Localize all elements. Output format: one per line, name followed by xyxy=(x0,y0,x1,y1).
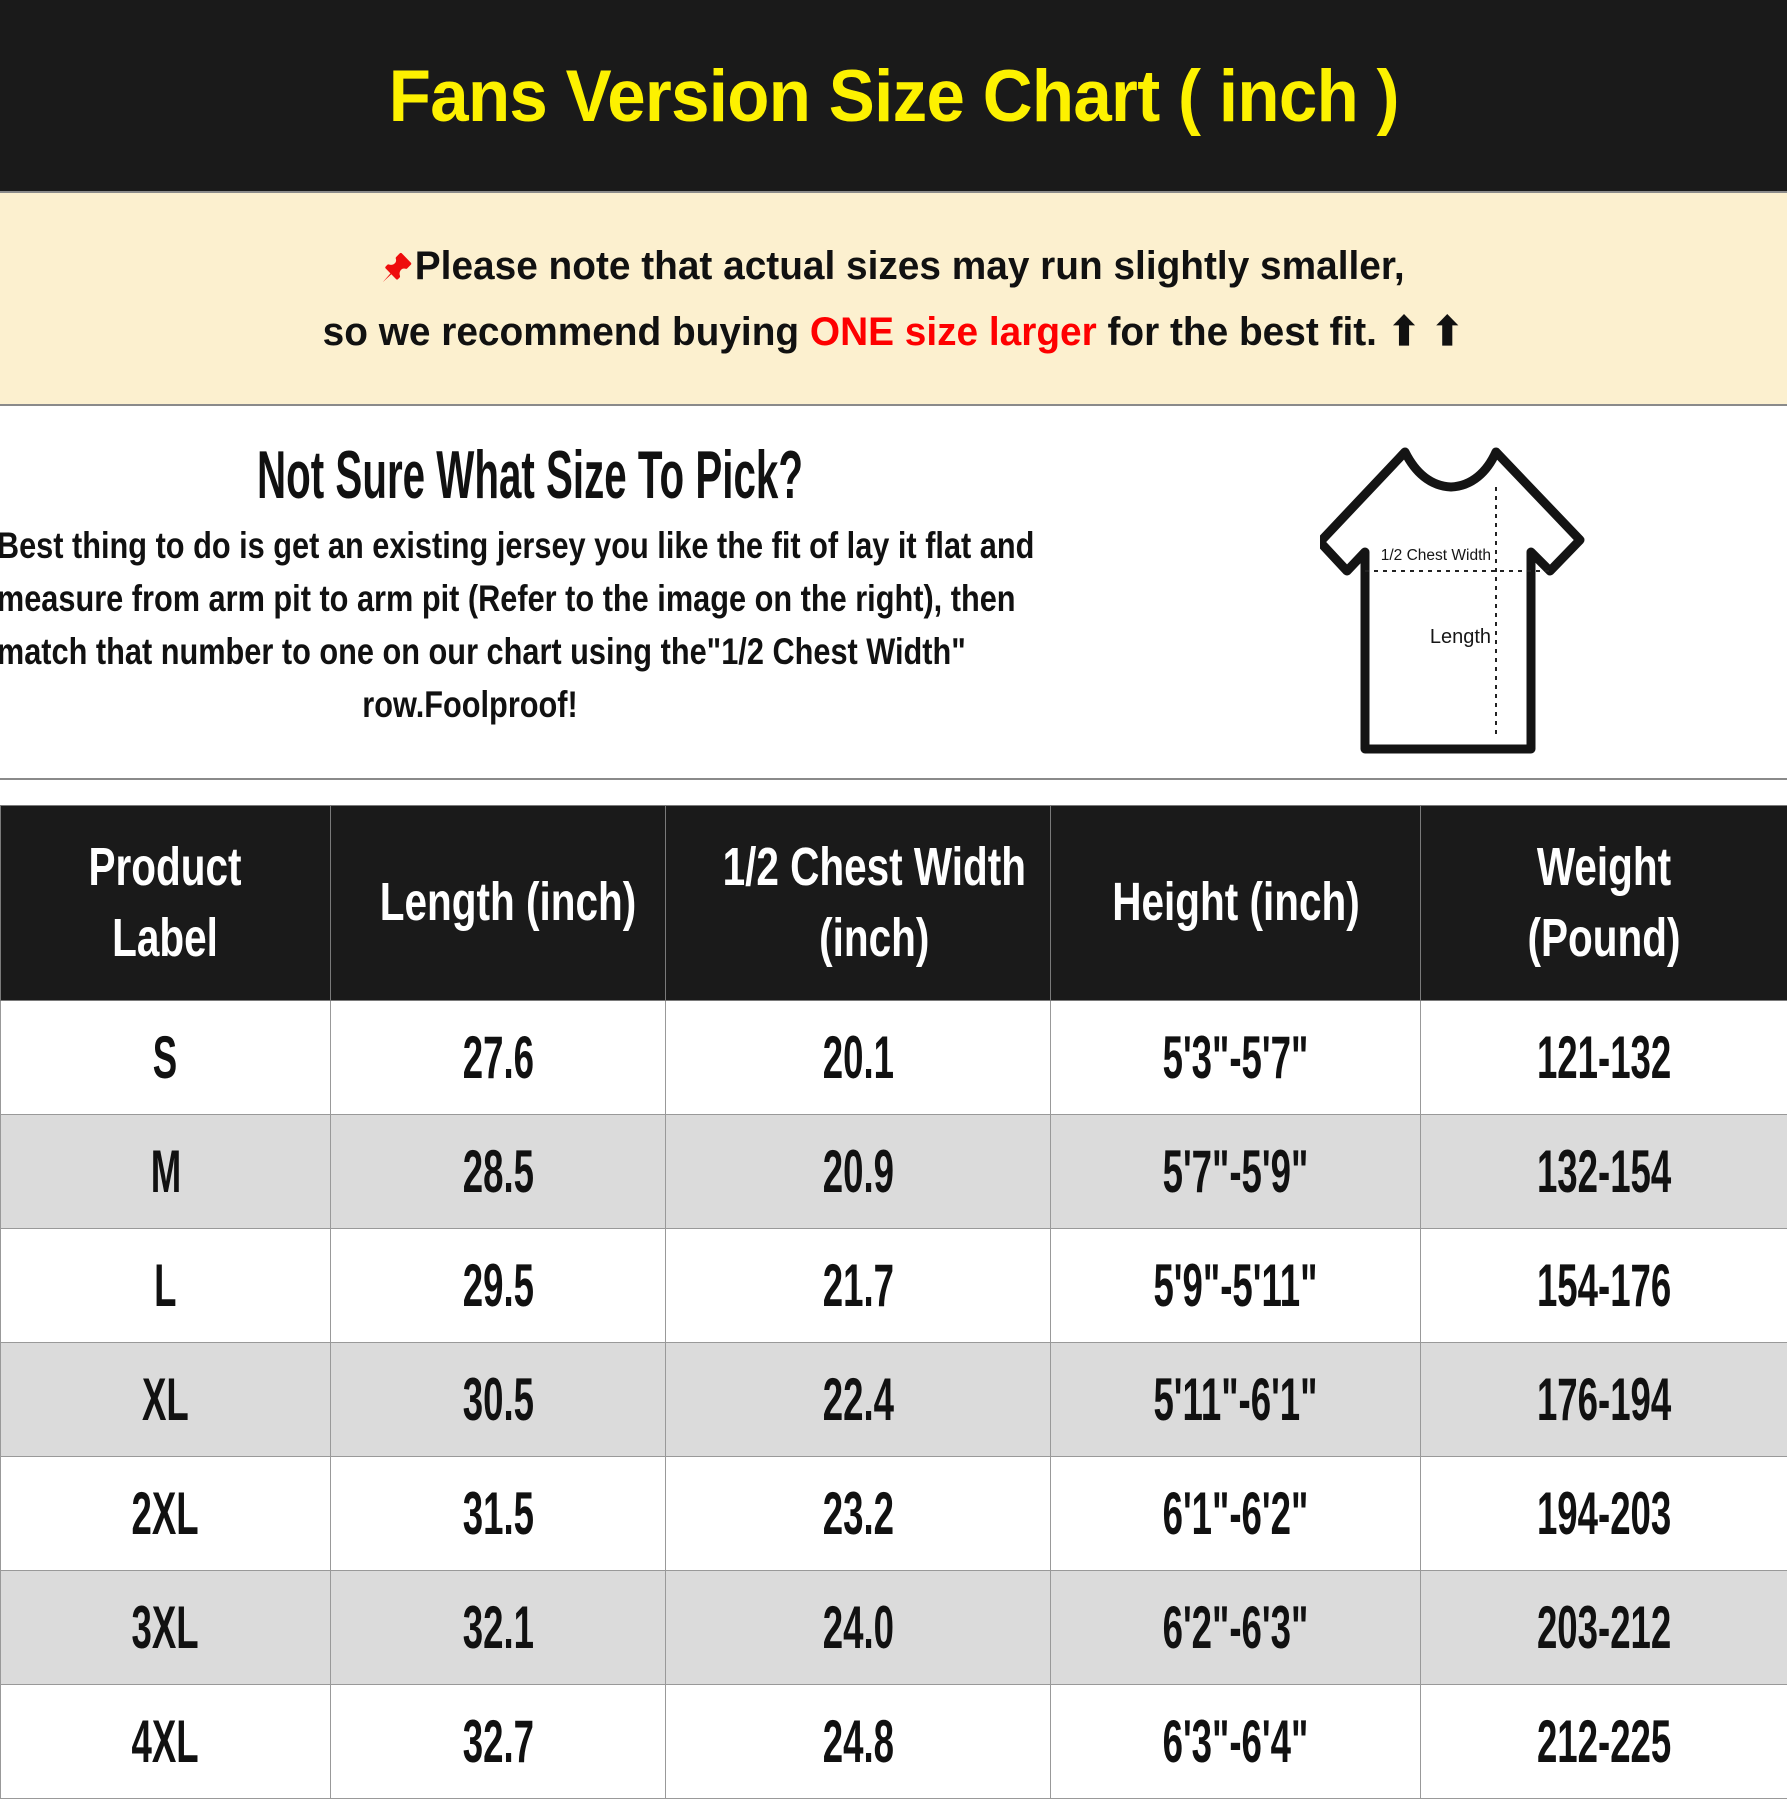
svg-text:1/2 Chest Width: 1/2 Chest Width xyxy=(1381,547,1491,564)
svg-text:Length: Length xyxy=(1430,626,1491,648)
